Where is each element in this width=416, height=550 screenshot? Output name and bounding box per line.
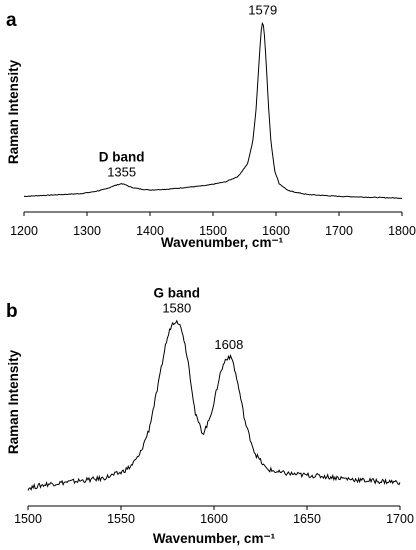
panel-a: a Raman Intensity Wavenumber, cm⁻¹ 1200 1… [6, 0, 416, 250]
panel-b-peak-value-label: 1608 [214, 337, 243, 352]
panel-a-x-tick-label: 1300 [73, 224, 101, 238]
panel-b-ylabel: Raman Intensity [6, 349, 21, 454]
panel-a-peak-value-label: 1355 [107, 165, 136, 180]
panel-a-letter: a [6, 10, 17, 31]
panel-a-x-tick-label: 1200 [10, 224, 38, 238]
panel-a-xlabel: Wavenumber, cm⁻¹ [161, 235, 284, 250]
panel-a-x-tick-label: 1800 [388, 224, 416, 238]
panel-b-x-tick-label: 1600 [200, 512, 228, 526]
panel-a-x-tick-label: 1600 [262, 224, 290, 238]
panel-b-x-tick-label: 1550 [107, 512, 135, 526]
panel-a-x-tick-label: 1400 [136, 224, 164, 238]
panel-a-peak-value-label: 1579 [248, 3, 277, 18]
panel-b-peak-band-label: G band [154, 285, 201, 300]
panel-a-spectrum-line [23, 21, 403, 199]
panel-a-peak-band-label: D band [99, 150, 145, 165]
panel-b-x-tick-label: 1500 [14, 512, 42, 526]
panel-a-x-tick-label: 1700 [325, 224, 353, 238]
panel-a-ylabel: Raman Intensity [6, 59, 21, 164]
panel-a-x-tick-label: 1500 [199, 224, 227, 238]
panel-a-peak-band-label: G band [240, 0, 287, 3]
panel-b: b Raman Intensity Wavenumber, cm⁻¹ 1500 1… [6, 285, 414, 546]
panel-b-x-tick-label: 1700 [386, 512, 414, 526]
panel-b-x-tick-label: 1650 [293, 512, 321, 526]
panel-b-xlabel: Wavenumber, cm⁻¹ [153, 531, 276, 546]
panel-b-spectrum-line [27, 319, 401, 491]
panel-b-peak-value-label: 1580 [162, 300, 191, 315]
panel-b-letter: b [6, 301, 18, 322]
